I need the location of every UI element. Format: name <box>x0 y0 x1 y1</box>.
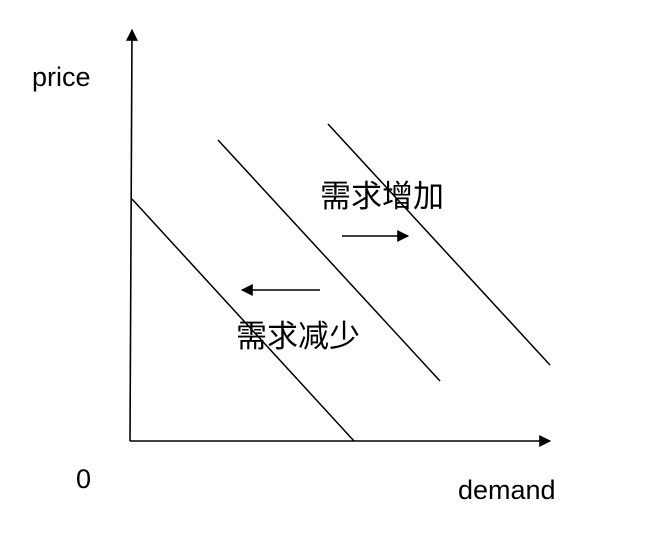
increase-label: 需求增加 <box>320 179 444 215</box>
demand-curve-middle <box>217 139 441 382</box>
y-axis <box>125 28 138 442</box>
demand-curve-left <box>131 198 355 442</box>
demand-curve-right <box>327 123 551 366</box>
decrease-label: 需求减少 <box>236 319 360 355</box>
x-axis-label: demand <box>458 475 556 505</box>
origin-label: 0 <box>76 464 92 494</box>
y-axis-label: price <box>32 62 91 92</box>
